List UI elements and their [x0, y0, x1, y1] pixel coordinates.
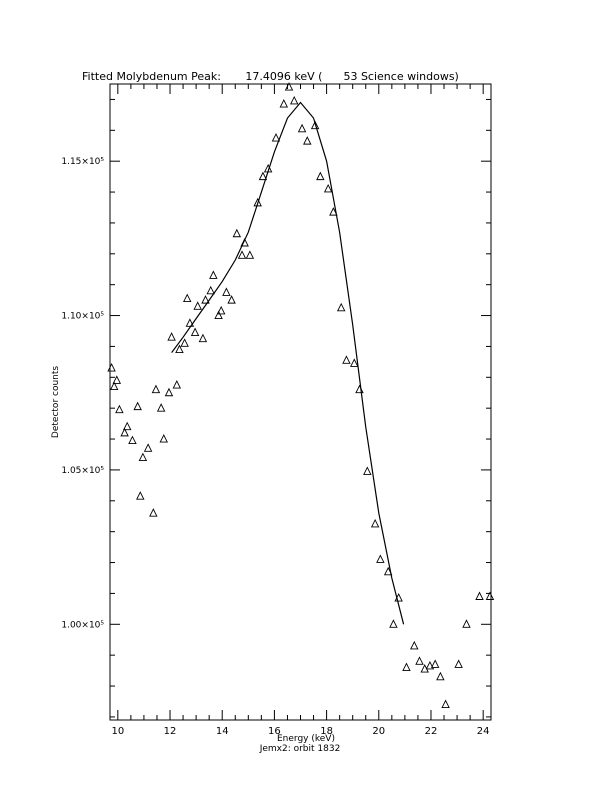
x-tick-label: 16: [268, 726, 281, 737]
data-point: [120, 427, 129, 437]
data-point: [271, 133, 281, 142]
data-point: [175, 344, 184, 353]
data-point: [185, 318, 195, 327]
data-point: [138, 452, 148, 462]
data-point: [355, 384, 364, 394]
y-tick-label: 1.10×10⁵: [61, 312, 104, 322]
data-point: [209, 270, 218, 279]
data-point: [143, 443, 153, 452]
y-tick-label: 1.15×10⁵: [61, 157, 104, 167]
data-point: [363, 466, 372, 475]
data-point: [216, 305, 226, 315]
x-tick-label: 18: [320, 726, 333, 737]
data-point: [180, 338, 189, 347]
data-point: [350, 358, 359, 367]
data-point: [206, 285, 215, 295]
data-point: [376, 554, 385, 563]
x-tick-label: 14: [216, 726, 229, 737]
fit-curve: [171, 101, 405, 625]
data-point: [323, 183, 333, 193]
data-point: [425, 660, 435, 670]
y-axis-label: Detector counts: [51, 366, 61, 438]
y-tick-label: 1.05×10⁵: [61, 466, 104, 476]
data-point: [190, 327, 200, 336]
plot-frame: [109, 83, 492, 721]
data-point: [183, 293, 192, 303]
data-point: [441, 699, 450, 709]
data-point: [370, 518, 380, 528]
data-point: [410, 640, 419, 650]
x-tick-label: 24: [477, 726, 490, 737]
data-point: [253, 197, 262, 207]
x-tick-label: 20: [372, 726, 385, 737]
x-axis-label: Energy (keV): [277, 734, 335, 744]
data-point: [167, 332, 176, 341]
data-point: [109, 381, 119, 391]
data-point: [316, 171, 325, 181]
data-point: [402, 662, 411, 671]
data-point: [198, 333, 208, 343]
footer-label: Jemx2: orbit 1832: [259, 744, 341, 754]
data-point: [136, 491, 145, 500]
x-tick-label: 22: [425, 726, 438, 737]
data-point: [454, 659, 463, 668]
data-point: [436, 671, 445, 681]
data-point: [303, 136, 312, 145]
data-point: [164, 387, 174, 397]
data-point: [389, 619, 398, 628]
x-tick-label: 12: [164, 726, 177, 737]
data-point: [279, 99, 289, 108]
data-point: [193, 301, 202, 310]
axes: 10 12 14 16 18 20 22 24 1.00×10⁵ 1.05×10⁵ 1.10×10⁵…: [61, 84, 491, 737]
data-point: [115, 404, 124, 414]
data-point: [342, 355, 351, 364]
data-point: [462, 619, 471, 628]
data-point: [107, 363, 116, 372]
data-point: [475, 591, 484, 600]
data-point: [329, 207, 338, 216]
x-tick-label: 10: [111, 726, 124, 737]
data-point: [245, 250, 255, 259]
data-point: [112, 375, 122, 384]
data-point: [133, 401, 142, 411]
data-point: [485, 591, 495, 600]
data-point: [159, 434, 168, 443]
data-point: [151, 384, 161, 394]
data-point: [290, 95, 299, 105]
data-point: [122, 421, 132, 431]
data-point: [237, 250, 247, 259]
data-point: [430, 659, 440, 668]
y-tick-label: 1.00×10⁵: [61, 620, 104, 630]
data-point: [227, 295, 236, 304]
data-point: [128, 435, 137, 445]
chart-title: Fitted Molybdenum Peak: 17.4096 keV ( 53…: [82, 70, 459, 83]
data-point: [258, 171, 268, 181]
data-point: [222, 287, 231, 296]
data-point: [284, 82, 294, 91]
data-point: [149, 508, 158, 517]
data-point: [214, 310, 223, 320]
data-point: [156, 403, 166, 412]
data-point: [201, 295, 210, 304]
data-point: [336, 302, 346, 312]
data-point: [415, 656, 424, 665]
data-point: [232, 228, 242, 238]
data-point: [172, 380, 182, 389]
data-point: [310, 120, 320, 130]
data-marks: [107, 82, 495, 709]
data-point: [297, 123, 307, 133]
